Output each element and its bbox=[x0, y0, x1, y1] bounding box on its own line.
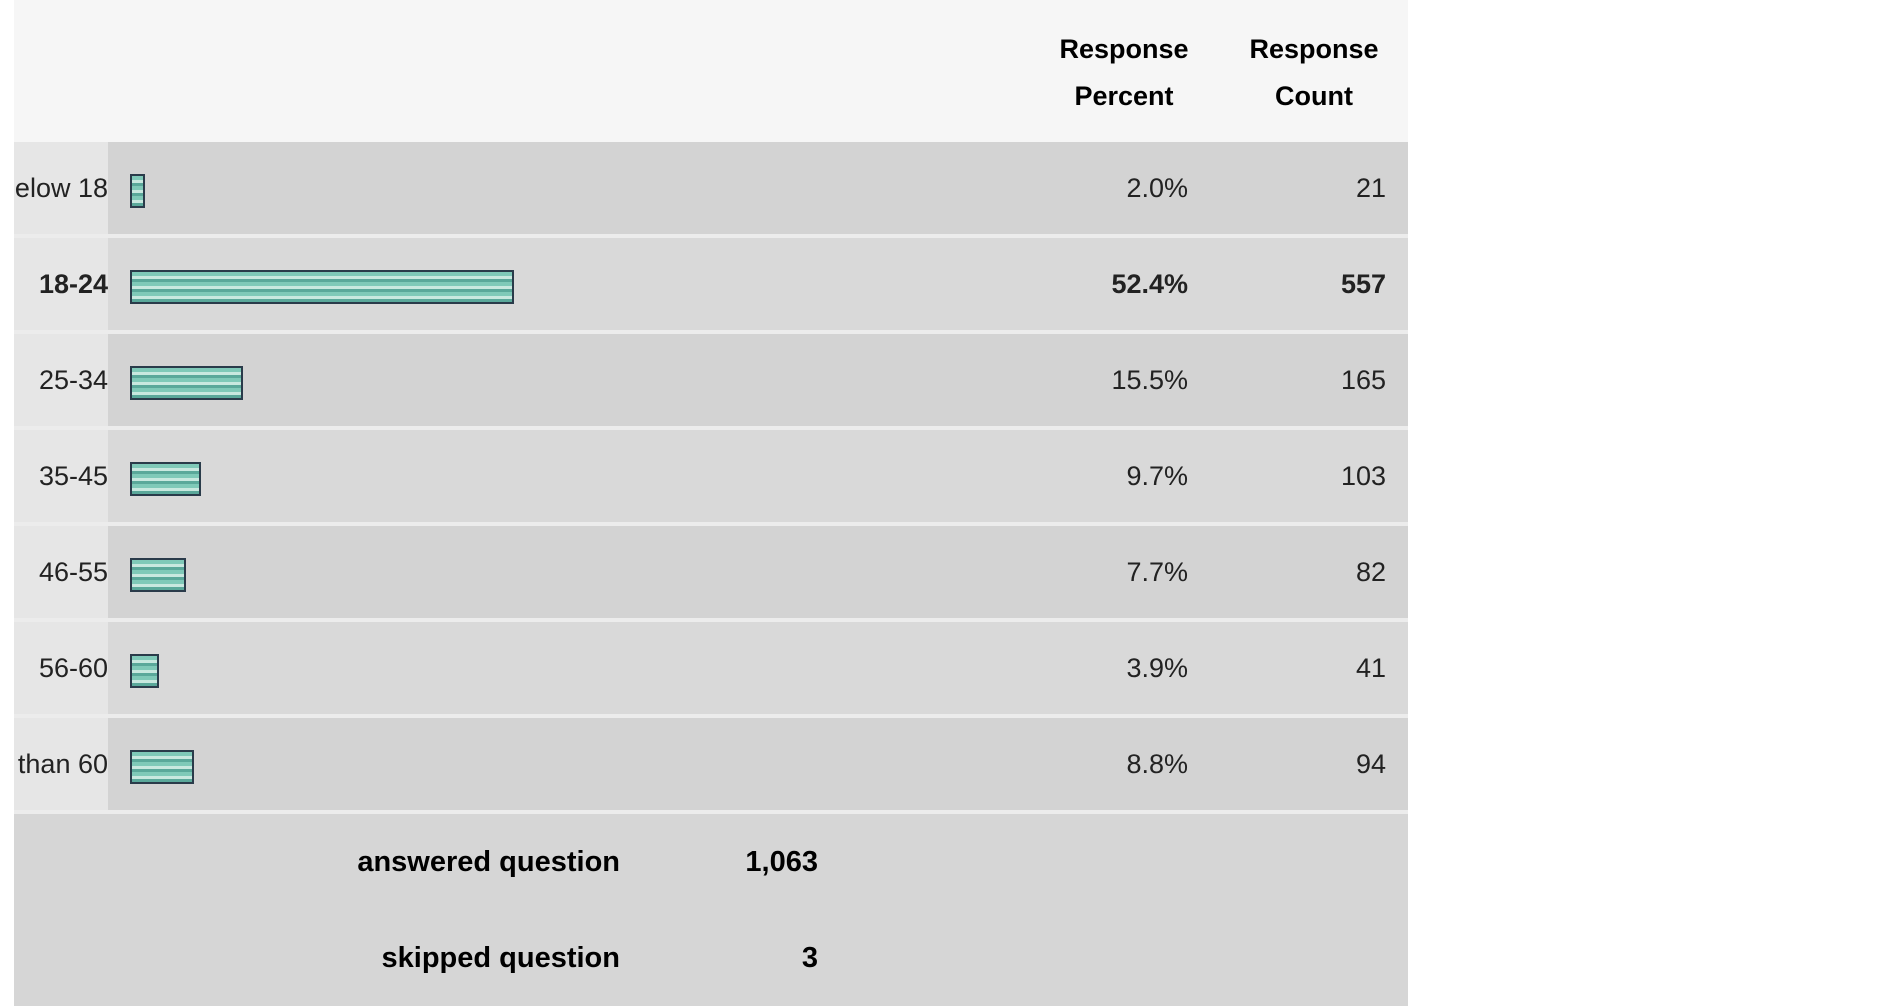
row-label: 35-45 bbox=[14, 430, 108, 522]
row-count: 82 bbox=[1355, 557, 1386, 587]
row-percent: 9.7% bbox=[1126, 461, 1188, 491]
percent-bar bbox=[130, 174, 145, 208]
row-label: 46-55 bbox=[14, 526, 108, 618]
skipped-label: skipped question bbox=[381, 942, 620, 974]
row-label: 56-60 bbox=[14, 622, 108, 714]
row-count: 165 bbox=[1340, 365, 1386, 395]
row-label: 25-34 bbox=[14, 334, 108, 426]
skipped-row: skipped question 3 bbox=[14, 910, 1408, 1006]
percent-bar bbox=[130, 270, 514, 304]
row-label: 18-24 bbox=[14, 238, 108, 330]
row-percent: 2.0% bbox=[1126, 173, 1188, 203]
row-count: 557 bbox=[1340, 269, 1386, 299]
skipped-value: 3 bbox=[801, 942, 818, 974]
row-count: 94 bbox=[1355, 749, 1386, 779]
row-count: 103 bbox=[1340, 461, 1386, 491]
table-row: 25-34 15.5% 165 bbox=[14, 334, 1408, 430]
table-header: Response Percent Response Count bbox=[14, 0, 1408, 142]
percent-bar bbox=[130, 462, 201, 496]
table-row: 35-45 9.7% 103 bbox=[14, 430, 1408, 526]
table-row: Below 18 2.0% 21 bbox=[14, 142, 1408, 238]
percent-bar bbox=[130, 558, 187, 592]
answered-value: 1,063 bbox=[745, 846, 818, 878]
table-row: 18-24 52.4% 557 bbox=[14, 238, 1408, 334]
header-count: Response Count bbox=[1249, 34, 1379, 111]
row-percent: 8.8% bbox=[1126, 749, 1188, 779]
row-label: Below 18 bbox=[14, 142, 108, 234]
percent-bar bbox=[130, 750, 195, 784]
row-percent: 7.7% bbox=[1126, 557, 1188, 587]
percent-bar bbox=[130, 654, 159, 688]
percent-bar bbox=[130, 366, 244, 400]
header-percent: Response Percent bbox=[1059, 34, 1189, 111]
row-percent: 15.5% bbox=[1111, 365, 1188, 395]
table-row: 56-60 3.9% 41 bbox=[14, 622, 1408, 718]
answered-row: answered question 1,063 bbox=[14, 814, 1408, 910]
row-label: Greater than 60 bbox=[14, 718, 108, 810]
table-row: Greater than 60 8.8% 94 bbox=[14, 718, 1408, 814]
row-percent: 3.9% bbox=[1126, 653, 1188, 683]
row-percent: 52.4% bbox=[1111, 269, 1188, 299]
row-count: 21 bbox=[1355, 173, 1386, 203]
table-row: 46-55 7.7% 82 bbox=[14, 526, 1408, 622]
row-count: 41 bbox=[1355, 653, 1386, 683]
answered-label: answered question bbox=[357, 846, 620, 878]
